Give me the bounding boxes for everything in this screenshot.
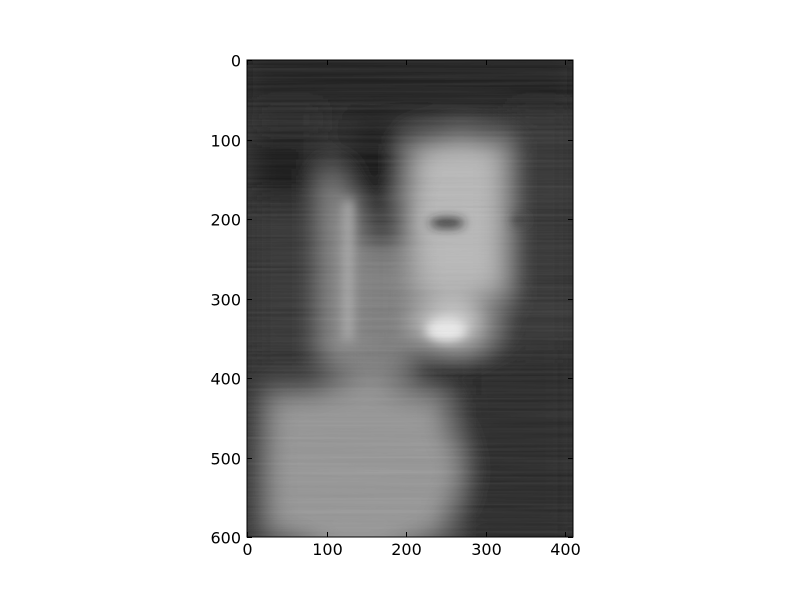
- x-tick-label: 300: [471, 540, 502, 559]
- y-tick-label: 500: [210, 450, 241, 469]
- y-tick-label: 400: [210, 370, 241, 389]
- x-tick-label: 100: [312, 540, 343, 559]
- grayscale-image: [247, 60, 573, 537]
- y-tick-label: 300: [210, 291, 241, 310]
- x-tick-label: 200: [391, 540, 422, 559]
- x-tick-label: 400: [550, 540, 581, 559]
- axes-frame: [246, 59, 574, 538]
- y-tick-label: 0: [231, 52, 241, 71]
- x-tick-label: 0: [242, 540, 252, 559]
- y-tick-label: 200: [210, 211, 241, 230]
- y-tick-label: 100: [210, 132, 241, 151]
- y-tick-label: 600: [210, 529, 241, 548]
